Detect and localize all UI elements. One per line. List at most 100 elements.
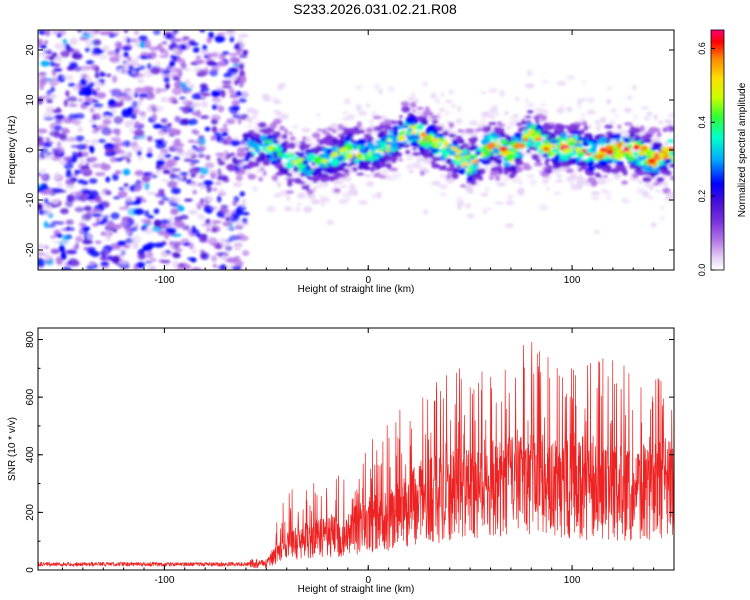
spectrogram-cell	[495, 175, 501, 182]
spectrogram-cell	[416, 123, 424, 131]
spectrogram-cell	[79, 78, 88, 86]
spectrogram-cell	[577, 178, 583, 185]
spectrogram-cell	[41, 175, 49, 181]
spectrogram-cell	[401, 106, 411, 113]
spectrogram-cell	[347, 163, 353, 167]
spectrogram-cell	[606, 165, 612, 169]
spectrogram-cell	[162, 169, 171, 174]
spectrogram-cell	[657, 159, 664, 166]
spectrogram-cell	[358, 200, 368, 205]
spectrogram-cell	[327, 175, 336, 179]
spectrogram-cell	[257, 122, 267, 128]
spectrogram-cell	[373, 83, 381, 90]
spectrogram-cell	[526, 173, 535, 179]
spectrogram-cell	[198, 175, 205, 179]
spectrogram-cell	[514, 95, 520, 102]
spectrogram-cell	[45, 137, 51, 142]
spectrogram-cell	[469, 144, 476, 151]
spectrogram-cell	[405, 149, 411, 155]
spectrogram-cell	[47, 205, 52, 210]
spectrogram-cell	[562, 125, 571, 129]
spectrogram-cell	[97, 138, 107, 144]
spectrogram-cell	[393, 121, 400, 124]
colorbar-tick-label: 0.2	[697, 190, 707, 203]
spectrogram-cell	[539, 110, 547, 115]
spectrogram-cell	[517, 142, 526, 149]
spectrogram-cell	[179, 82, 187, 87]
spectrogram-cell	[81, 168, 93, 173]
spectrogram-cell	[46, 258, 54, 266]
spectrogram-cell	[38, 74, 44, 80]
spectrogram-cell	[503, 169, 509, 175]
spectrogram-cell	[126, 56, 132, 61]
spectrogram-cell	[221, 131, 229, 137]
spectrogram-cell	[228, 87, 235, 95]
spectrogram-cell	[167, 122, 172, 127]
spectrogram-cell	[250, 142, 257, 147]
spectrogram-cell	[153, 208, 160, 215]
spectrogram-cell	[544, 160, 549, 166]
spectrogram-cell	[40, 148, 49, 153]
spectrogram-cell	[216, 195, 222, 203]
spectrogram-cell	[239, 62, 244, 71]
spectrogram-cell	[373, 144, 382, 149]
spectrogram-cell	[153, 242, 165, 248]
spectrogram-cell	[338, 198, 349, 205]
spectrogram-cell	[606, 98, 611, 105]
spectrogram-cell	[245, 116, 254, 123]
spectrogram-cell	[69, 61, 78, 69]
spectrogram-cell	[94, 66, 100, 73]
spectrogram-cell	[91, 163, 102, 168]
spectrogram-cell	[38, 79, 48, 86]
spectrogram-cell	[638, 152, 645, 156]
snr-xtick-label: -100	[154, 575, 174, 586]
spectrogram-cell	[130, 200, 141, 205]
spectrogram-cell	[445, 158, 453, 165]
spectrogram-cell	[599, 143, 606, 146]
spectrogram-cell	[614, 113, 619, 118]
spectrogram-cell	[547, 150, 552, 157]
spectrogram-cell	[520, 119, 526, 126]
colorbar: 0.0 0.2 0.4 0.6 Normalized spectral amplitu…	[697, 29, 748, 276]
spectrogram-cell	[465, 202, 472, 209]
spectrogram-cell	[266, 205, 277, 213]
snr-ytick-label: 800	[25, 331, 36, 348]
snr-ylabel: SNR (10 * v/v)	[7, 417, 18, 481]
spectrogram-cell	[172, 48, 179, 53]
spectrogram-cell	[326, 127, 333, 131]
spectrogram-cell	[419, 140, 428, 147]
spectrogram-cell	[397, 153, 402, 158]
spectrogram-cell	[246, 165, 252, 169]
spectrogram-cell	[76, 30, 83, 33]
spectrogram-cell	[347, 189, 353, 197]
spectrogram-cell	[439, 166, 448, 171]
spectrogram-cell	[286, 165, 294, 169]
spectrogram-cell	[193, 59, 205, 65]
spectrogram-cell	[653, 114, 658, 121]
spectrogram-cell	[202, 44, 208, 53]
spectrogram-cell	[160, 118, 168, 124]
spectrogram-cell	[606, 86, 613, 90]
snr-xtick-label: 0	[365, 575, 371, 586]
spectrogram-cell	[207, 237, 218, 246]
spectrogram-cell	[434, 141, 439, 148]
spectrogram-cell	[587, 97, 595, 103]
spectrogram-cell	[486, 207, 492, 211]
spectrogram-cell	[316, 144, 320, 150]
spectrogram-cell	[175, 143, 185, 148]
spectrogram-cell	[372, 115, 382, 120]
spectrogram-cell	[112, 32, 119, 37]
spectrogram-cell	[316, 128, 323, 132]
spectrogram-cell	[98, 79, 106, 83]
spectrogram-cell	[236, 151, 247, 158]
spectrogram-cell	[84, 139, 91, 143]
spectrogram-cell	[389, 142, 396, 148]
spectrogram-cell	[176, 265, 184, 270]
spectrogram-cell	[331, 128, 338, 134]
spectrogram-cell	[302, 136, 307, 141]
spectrogram-cell	[225, 153, 232, 159]
spectrogram-cell	[67, 261, 73, 266]
spectrogram-cell	[391, 148, 396, 153]
spectrogram-cell	[435, 157, 441, 161]
spectrogram-cell	[84, 47, 91, 53]
